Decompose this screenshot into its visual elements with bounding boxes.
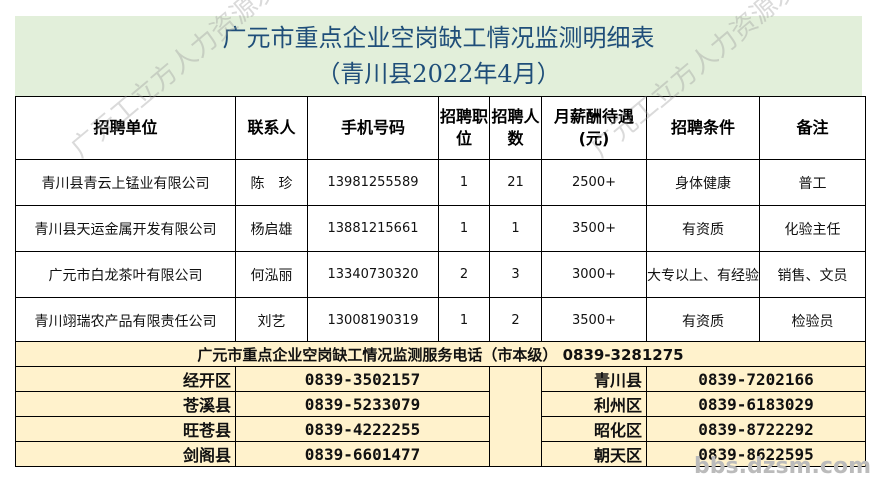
- table-cell: 2: [438, 251, 490, 298]
- table-cell: 何泓丽: [235, 251, 308, 298]
- table-cell: 2: [489, 297, 542, 344]
- col-header: 手机号码: [307, 96, 439, 160]
- table-cell: 13340730320: [307, 251, 439, 298]
- col-header: 招聘单位: [15, 96, 236, 160]
- table-cell: 化验主任: [759, 205, 866, 252]
- table-cell: 青川县青云上锰业有限公司: [15, 159, 236, 206]
- table-cell: 杨启雄: [235, 205, 308, 252]
- service-header: 广元市重点企业空岗缺工情况监测服务电话（市本级） 0839-3281275: [15, 341, 866, 367]
- col-header: 联系人: [235, 96, 308, 160]
- district-label: 剑阁县: [15, 441, 236, 467]
- district-label: 旺苍县: [15, 416, 236, 442]
- service-row: 经开区 0839-3502157 青川县 0839-7202166: [15, 366, 866, 467]
- table-cell: 3: [489, 251, 542, 298]
- district-label: 苍溪县: [15, 391, 236, 417]
- table-row: 青川县天运金属开发有限公司 杨启雄 13881215661 1 1 3500+ 有资质 化验主…: [15, 205, 866, 252]
- district-phone: 0839-7202166: [646, 366, 866, 392]
- table-cell: 3000+: [541, 251, 647, 298]
- table-cell: 3500+: [541, 205, 647, 252]
- table-cell: 13981255589: [307, 159, 439, 206]
- table-row: 广元市白龙茶叶有限公司 何泓丽 13340730320 2 3 3000+ 大专以上、有经验…: [15, 251, 866, 298]
- col-header: 备注: [759, 96, 866, 160]
- title-line-1: 广元市重点企业空岗缺工情况监测明细表: [222, 24, 655, 52]
- district-phone: 0839-8622595: [646, 441, 866, 467]
- table-cell: 普工: [759, 159, 866, 206]
- service-phone-table: 广元市重点企业空岗缺工情况监测服务电话（市本级） 0839-3281275 经开…: [15, 341, 866, 467]
- table-cell: 刘艺: [235, 297, 308, 344]
- table-cell: 青川翊瑞农产品有限责任公司: [15, 297, 236, 344]
- table-row: 青川县青云上锰业有限公司陈 珍 13981255589 1 21 2500+ 身体健康 普工: [15, 159, 866, 206]
- district-label: 经开区: [15, 366, 236, 392]
- col-header: 招聘人数: [489, 96, 542, 160]
- district-label: 青川县: [541, 366, 647, 392]
- service-row: 苍溪县 0839-5233079 利州区 0839-6183029: [15, 391, 866, 417]
- table-cell: 1: [489, 205, 542, 252]
- service-row: 旺苍县 0839-4222255 昭化区 0839-8722292: [15, 416, 866, 442]
- district-phone: 0839-6601477: [235, 441, 490, 467]
- col-header: 月薪酬待遇(元): [541, 96, 647, 160]
- table-cell: 有资质: [646, 205, 760, 252]
- table-cell: 13881215661: [307, 205, 439, 252]
- table-cell: 1: [438, 297, 490, 344]
- table-cell: 21: [489, 159, 542, 206]
- table-cell: 有资质: [646, 297, 760, 344]
- district-label: 利州区: [541, 391, 647, 417]
- district-phone: 0839-8722292: [646, 416, 866, 442]
- watermark-site: bbs.dzsm.com: [694, 454, 871, 479]
- table-cell: 身体健康: [646, 159, 760, 206]
- header-row: 招聘单位 联系人 手机号码 招聘职位 招聘人数 月薪酬待遇(元) 招聘条件 备注: [15, 96, 866, 160]
- page-title: 广元市重点企业空岗缺工情况监测明细表 （青川县2022年4月）: [15, 16, 862, 96]
- district-phone: 0839-3502157: [235, 366, 490, 392]
- district-label: 昭化区: [541, 416, 647, 442]
- title-line-2: （青川县2022年4月）: [316, 60, 561, 88]
- recruitment-table: 招聘单位 联系人 手机号码 招聘职位 招聘人数 月薪酬待遇(元) 招聘条件 备注…: [15, 96, 866, 344]
- district-phone: 0839-5233079: [235, 391, 490, 417]
- table-row: 青川翊瑞农产品有限责任公司 刘艺 13008190319 1 2 3500+ 有资质 检验员: [15, 297, 866, 344]
- table-cell: 销售、文员: [759, 251, 866, 298]
- table-cell: 陈 珍: [235, 159, 308, 206]
- table-cell: 2500+: [541, 159, 647, 206]
- table-cell: 13008190319: [307, 297, 439, 344]
- spacer-cell: [489, 366, 542, 467]
- service-row: 剑阁县 0839-6601477 朝天区 0839-8622595: [15, 441, 866, 467]
- table-cell: 广元市白龙茶叶有限公司: [15, 251, 236, 298]
- table-cell: 青川县天运金属开发有限公司: [15, 205, 236, 252]
- col-header: 招聘职位: [438, 96, 490, 160]
- col-header: 招聘条件: [646, 96, 760, 160]
- table-cell: 大专以上、有经验: [646, 251, 760, 298]
- district-phone: 0839-6183029: [646, 391, 866, 417]
- table-cell: 1: [438, 205, 490, 252]
- district-label: 朝天区: [541, 441, 647, 467]
- table-cell: 3500+: [541, 297, 647, 344]
- table-cell: 1: [438, 159, 490, 206]
- table-cell: 检验员: [759, 297, 866, 344]
- district-phone: 0839-4222255: [235, 416, 490, 442]
